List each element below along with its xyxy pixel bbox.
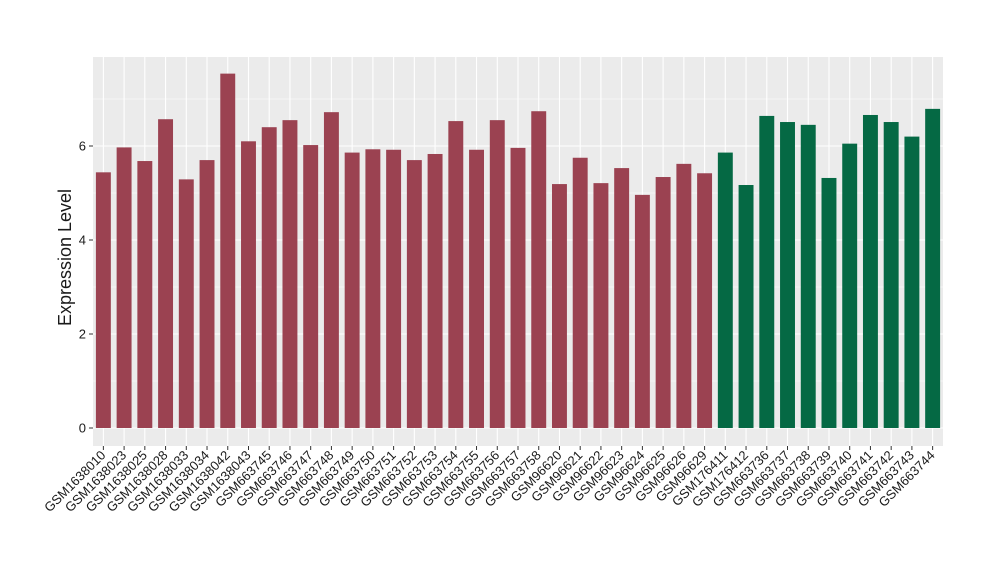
bar-GSM663743 — [904, 136, 920, 428]
bar-GSM1638034 — [199, 160, 215, 428]
bar-GSM663745 — [261, 127, 277, 428]
bar-GSM176412 — [738, 185, 754, 428]
y-tick-label: 4 — [79, 233, 86, 248]
bar-GSM663740 — [842, 143, 858, 428]
bar-GSM663752 — [406, 160, 422, 428]
bars — [95, 73, 941, 429]
x-axis: GSM1638010GSM1638023GSM1638025GSM1638028… — [41, 446, 938, 515]
y-axis-label: Expression Level — [55, 189, 75, 326]
y-axis: 0 2 4 6 — [79, 139, 93, 436]
bar-GSM663756 — [489, 120, 505, 429]
bar-GSM96625 — [655, 177, 671, 428]
bar-GSM663747 — [303, 145, 319, 428]
bar-GSM663736 — [759, 115, 775, 429]
bar-GSM663748 — [323, 112, 339, 428]
bar-GSM663757 — [510, 147, 526, 428]
bar-GSM663742 — [883, 122, 899, 428]
y-tick-label: 2 — [79, 327, 86, 342]
bar-GSM96626 — [676, 163, 692, 429]
bar-GSM1638033 — [178, 179, 194, 428]
bar-GSM96622 — [593, 183, 609, 428]
bar-GSM96620 — [552, 184, 567, 428]
bar-GSM1638023 — [116, 147, 132, 428]
bar-GSM663744 — [925, 108, 941, 429]
y-tick-label: 0 — [79, 421, 86, 436]
bar-GSM663738 — [800, 124, 816, 428]
bar-GSM663754 — [448, 121, 464, 428]
bar-GSM663755 — [469, 149, 484, 428]
bar-GSM1638025 — [137, 161, 153, 429]
bar-GSM663739 — [821, 177, 837, 428]
bar-GSM96629 — [697, 173, 713, 428]
bar-GSM96624 — [634, 194, 650, 428]
bar-GSM1638028 — [158, 119, 174, 429]
bar-GSM1638010 — [95, 172, 111, 428]
bar-GSM663746 — [282, 120, 298, 429]
bar-GSM663749 — [344, 152, 360, 428]
bar-GSM663758 — [531, 111, 547, 428]
bar-GSM96623 — [614, 168, 630, 428]
bar-GSM96621 — [572, 157, 588, 428]
bar-GSM176411 — [717, 152, 733, 428]
bar-GSM663737 — [780, 122, 795, 428]
bar-GSM663751 — [386, 149, 402, 428]
y-tick-label: 6 — [79, 139, 86, 154]
bar-GSM1638043 — [241, 141, 256, 429]
bar-GSM663753 — [427, 153, 443, 429]
bar-GSM1638042 — [220, 73, 236, 429]
bar-GSM663750 — [365, 149, 381, 429]
bar-GSM663741 — [862, 114, 878, 428]
